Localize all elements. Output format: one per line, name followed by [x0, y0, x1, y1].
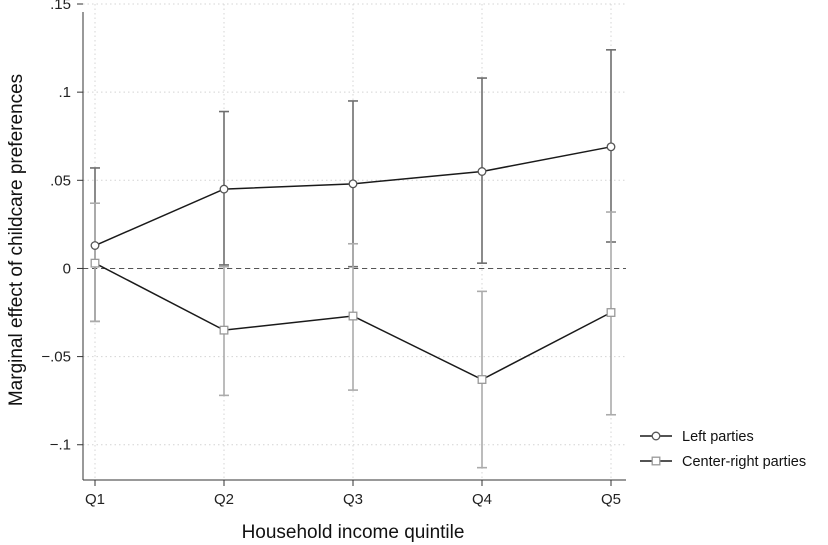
- legend-marker-square: [651, 456, 661, 466]
- x-axis-title: Household income quintile: [242, 522, 465, 543]
- legend-label: Center-right parties: [682, 454, 806, 470]
- y-tick-label: −.05: [41, 349, 71, 366]
- data-point-square: [219, 325, 229, 335]
- y-axis-ticks: −.1 −.05 0 .05 .1 .15: [41, 0, 83, 454]
- series-layer: [90, 49, 616, 469]
- data-point-square: [606, 308, 616, 317]
- data-point-square: [348, 311, 358, 321]
- data-point-circle: [606, 142, 616, 152]
- series-line-group: [90, 258, 616, 384]
- legend-label: Left parties: [682, 429, 754, 445]
- y-tick-label: 0: [63, 260, 71, 277]
- data-point-circle: [348, 179, 358, 189]
- y-tick-label: .1: [58, 84, 71, 101]
- x-tick-label: Q5: [601, 491, 621, 508]
- x-tick-label: Q4: [472, 491, 492, 508]
- x-tick-label: Q2: [214, 491, 234, 508]
- data-point-circle: [90, 241, 100, 250]
- data-point-square: [477, 375, 487, 384]
- series-line-group: [90, 142, 616, 250]
- data-point-square: [90, 258, 100, 268]
- y-axis-title: Marginal effect of childcare preferences: [6, 74, 27, 406]
- legend-marker-circle: [651, 431, 661, 441]
- y-tick-label: −.1: [50, 437, 71, 454]
- x-axis-ticks: Q1 Q2 Q3 Q4 Q5: [85, 480, 621, 508]
- legend: Left parties Center-right parties: [640, 429, 806, 470]
- data-point-circle: [219, 184, 229, 194]
- x-tick-label: Q1: [85, 491, 105, 508]
- data-point-circle: [477, 167, 487, 176]
- plot-area: [83, 4, 626, 480]
- x-tick-label: Q3: [343, 491, 363, 508]
- y-tick-label: .05: [50, 172, 71, 189]
- y-tick-label: .15: [50, 0, 71, 13]
